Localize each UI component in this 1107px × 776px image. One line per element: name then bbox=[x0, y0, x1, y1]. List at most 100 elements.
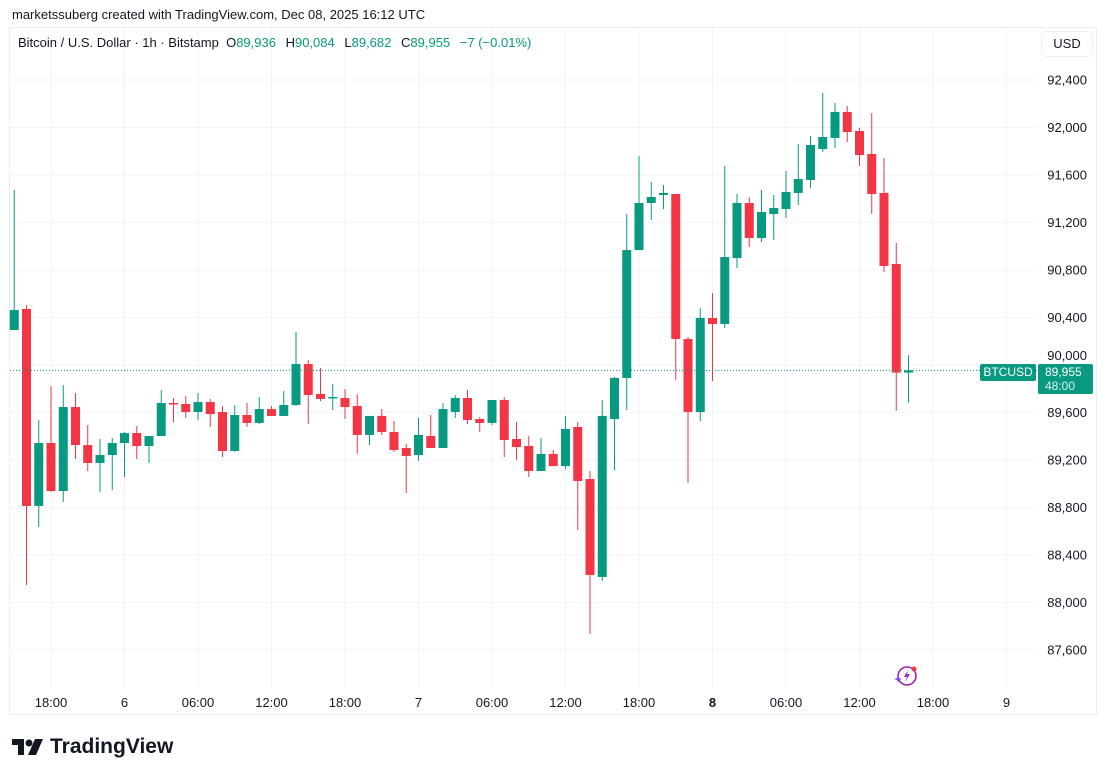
candle-body bbox=[328, 396, 338, 399]
candle-up bbox=[904, 355, 913, 403]
candle-body bbox=[377, 415, 387, 432]
currency-button[interactable]: USD bbox=[1041, 31, 1093, 57]
price-axis: 92,400 92,000 91,600 91,200 90,800 90,400 90,0… bbox=[1047, 73, 1087, 658]
candle-body bbox=[365, 415, 374, 435]
close-label: C bbox=[401, 35, 411, 50]
candle-up bbox=[156, 390, 166, 437]
candle-body bbox=[83, 445, 93, 463]
price-tick-label: 89,200 bbox=[1047, 453, 1087, 468]
candle-body bbox=[659, 192, 668, 195]
candle-body bbox=[316, 393, 325, 399]
last-price: 89,955 bbox=[1045, 365, 1082, 379]
candle-body bbox=[303, 364, 313, 396]
candle-body bbox=[218, 412, 227, 451]
candle-body bbox=[340, 398, 350, 408]
candle-down bbox=[316, 367, 325, 401]
price-tick-label: 92,400 bbox=[1047, 73, 1087, 88]
low-label: L bbox=[344, 35, 352, 50]
candle-up bbox=[144, 436, 154, 463]
candle-up bbox=[450, 395, 460, 418]
time-tick-label: 12:00 bbox=[255, 695, 288, 710]
candles bbox=[9, 92, 913, 634]
candle-body bbox=[683, 338, 693, 413]
candle-down bbox=[524, 436, 534, 477]
candle-body bbox=[524, 445, 534, 472]
candle-down bbox=[426, 414, 436, 449]
symbol-price-tag: BTCUSD bbox=[980, 364, 1036, 381]
candle-up bbox=[634, 156, 644, 251]
candle-up bbox=[107, 438, 117, 491]
candle-body bbox=[487, 400, 497, 423]
candle-down bbox=[891, 243, 901, 411]
grid-lines bbox=[10, 28, 1037, 688]
candle-body bbox=[904, 370, 913, 373]
candle-up bbox=[806, 136, 815, 188]
symbol-legend: Bitcoin / U.S. Dollar · 1h · Bitstamp O8… bbox=[18, 35, 537, 50]
candle-down bbox=[475, 417, 485, 432]
candle-body bbox=[120, 433, 129, 444]
candle-up bbox=[830, 103, 840, 149]
candle-down bbox=[340, 388, 350, 420]
candle-down bbox=[46, 386, 56, 492]
candle-up bbox=[597, 400, 607, 582]
candle-down bbox=[22, 305, 31, 586]
open-label: O bbox=[226, 35, 237, 50]
time-tick-label: 18:00 bbox=[35, 695, 68, 710]
candle-up bbox=[95, 438, 105, 492]
candle-up bbox=[365, 415, 374, 446]
candle-body bbox=[463, 398, 472, 420]
candle-body bbox=[610, 377, 619, 420]
time-tick-label: 9 bbox=[1003, 695, 1010, 710]
candle-down bbox=[267, 405, 276, 416]
candle-body bbox=[499, 400, 509, 441]
candle-up bbox=[659, 184, 668, 209]
time-tick-label: 18:00 bbox=[329, 695, 362, 710]
candle-body bbox=[879, 192, 889, 266]
candle-body bbox=[744, 203, 754, 239]
time-tick-label: 18:00 bbox=[623, 695, 656, 710]
close-value: 89,955 bbox=[410, 35, 451, 50]
price-tick-label: 90,000 bbox=[1047, 348, 1087, 363]
price-tick-label: 90,800 bbox=[1047, 263, 1087, 278]
candle-body bbox=[193, 402, 203, 413]
candle-body bbox=[71, 407, 80, 446]
candle-down bbox=[512, 422, 521, 460]
candle-down bbox=[242, 403, 252, 427]
tradingview-logo[interactable]: TradingView bbox=[12, 735, 173, 759]
candle-body bbox=[597, 415, 607, 577]
candle-down bbox=[463, 390, 472, 425]
candle-down bbox=[683, 336, 693, 484]
candle-body bbox=[781, 191, 791, 209]
candle-body bbox=[769, 208, 779, 214]
candle-body bbox=[267, 409, 276, 416]
candle-body bbox=[720, 257, 730, 325]
candle-down bbox=[401, 443, 411, 494]
time-tick-label: 7 bbox=[415, 695, 422, 710]
candle-body bbox=[169, 403, 178, 405]
candle-down bbox=[169, 398, 178, 422]
time-tick-label: 06:00 bbox=[770, 695, 803, 710]
time-axis: 18:00 6 06:00 12:00 18:00 7 06:00 12:00 18:00 8 06… bbox=[35, 695, 1010, 710]
candle-up bbox=[438, 403, 448, 449]
candle-body bbox=[401, 448, 411, 456]
candle-body bbox=[107, 443, 117, 456]
candle-body bbox=[634, 203, 644, 251]
tradingview-logo-icon bbox=[12, 739, 43, 755]
candle-body bbox=[242, 414, 252, 423]
candle-body bbox=[867, 153, 877, 194]
time-tick-label: 12:00 bbox=[549, 695, 582, 710]
price-tick-label: 87,600 bbox=[1047, 643, 1087, 658]
price-tick-label: 92,000 bbox=[1047, 120, 1087, 135]
candle-up bbox=[646, 182, 656, 221]
candle-body bbox=[793, 179, 803, 193]
price-tick-label: 88,400 bbox=[1047, 548, 1087, 563]
candle-down bbox=[573, 422, 583, 530]
time-tick-label: 6 bbox=[121, 695, 128, 710]
price-tick-label: 91,600 bbox=[1047, 168, 1087, 183]
time-tick-label: 12:00 bbox=[843, 695, 876, 710]
price-tick-label: 91,200 bbox=[1047, 215, 1087, 230]
lightning-alert-icon[interactable] bbox=[893, 664, 919, 688]
candle-down bbox=[303, 360, 313, 425]
candle-up bbox=[9, 189, 19, 330]
